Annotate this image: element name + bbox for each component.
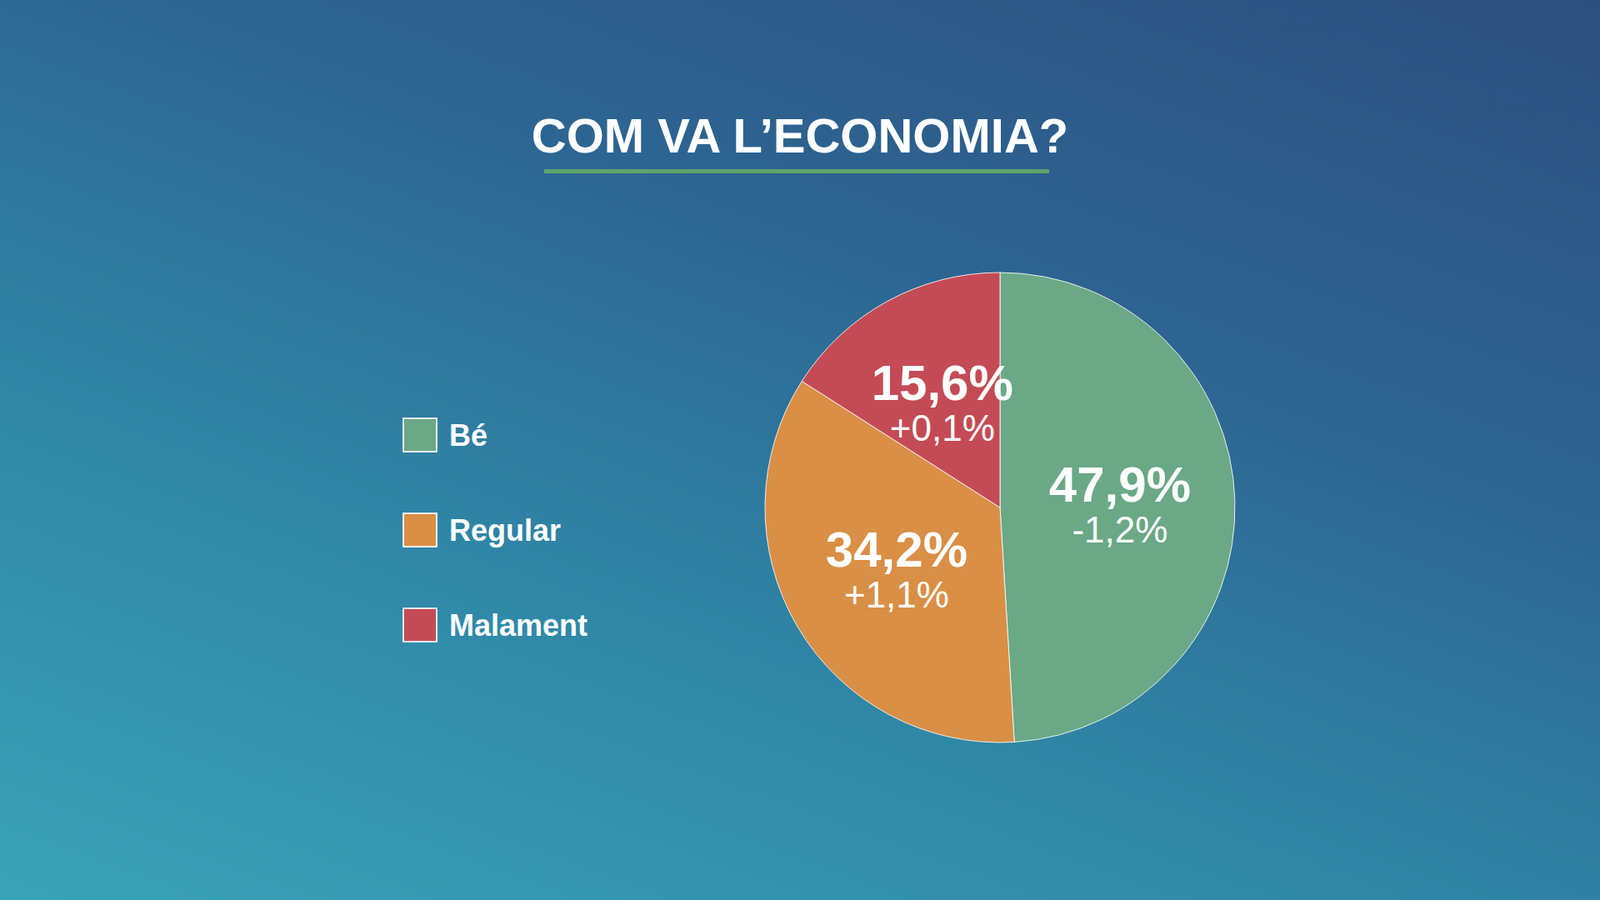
svg-text:+1,1%: +1,1% [844, 574, 950, 615]
svg-text:COM VA L’ECONOMIA?: COM VA L’ECONOMIA? [531, 108, 1069, 163]
svg-text:+0,1%: +0,1% [890, 407, 995, 449]
svg-text:Malament: Malament [449, 608, 588, 643]
svg-text:-1,2%: -1,2% [1071, 509, 1168, 550]
svg-text:Bé: Bé [449, 418, 488, 453]
svg-text:47,9%: 47,9% [1049, 456, 1191, 513]
svg-text:34,2%: 34,2% [825, 521, 968, 578]
svg-text:Regular: Regular [449, 513, 561, 548]
svg-text:15,6%: 15,6% [871, 355, 1014, 411]
